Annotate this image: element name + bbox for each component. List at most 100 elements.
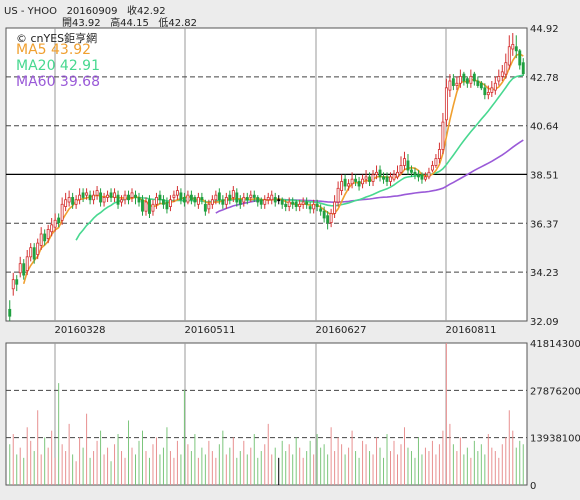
candle-body <box>486 92 490 96</box>
candle-body <box>158 194 162 201</box>
candle-body <box>319 208 323 212</box>
candle-body <box>43 233 47 242</box>
volume-tick-label: 27876200 <box>530 386 580 397</box>
y-tick-label: 40.64 <box>530 122 559 133</box>
candle-body <box>497 76 501 82</box>
candle-body <box>333 201 337 214</box>
candle-body <box>235 192 239 203</box>
candle-body <box>123 194 127 201</box>
candle-body <box>39 233 43 246</box>
candle-body <box>109 192 113 198</box>
candle-body <box>120 199 123 203</box>
y-tick-label: 42.78 <box>530 73 559 84</box>
candle-body <box>245 197 249 201</box>
candle-body <box>417 174 420 178</box>
candle-body <box>420 174 424 180</box>
candle-body <box>92 194 96 201</box>
candle-body <box>483 87 487 96</box>
candle-body <box>127 194 130 201</box>
candle-body <box>60 203 64 221</box>
candle-body <box>371 174 375 182</box>
candle-body <box>357 181 361 187</box>
candle-body <box>224 197 228 205</box>
candle-body <box>221 199 225 205</box>
candle-body <box>11 279 15 290</box>
candle-body <box>375 171 378 176</box>
candle-body <box>50 224 54 233</box>
candle-body <box>22 263 26 276</box>
candle-body <box>413 171 417 176</box>
candle-body <box>74 199 78 205</box>
candle-body <box>217 192 221 201</box>
candle-body <box>175 190 179 196</box>
candle-body <box>312 203 316 210</box>
candle-body <box>64 199 68 207</box>
candle-body <box>500 71 504 77</box>
ticker-label: US - YHOO 20160909 收42.92 <box>4 6 166 17</box>
candle-body <box>322 210 326 219</box>
candle-body <box>113 192 116 198</box>
candle-body <box>469 76 473 84</box>
candle-body <box>423 176 427 180</box>
candle-body <box>476 80 480 86</box>
candle-body <box>116 194 120 205</box>
candle-body <box>340 181 344 192</box>
candle-body <box>294 201 298 207</box>
candle-body <box>336 187 340 203</box>
candle-body <box>284 203 288 207</box>
candle-body <box>102 197 106 203</box>
candle-body <box>196 197 200 205</box>
candle-body <box>434 158 438 166</box>
candle-body <box>389 176 392 182</box>
candle-body <box>144 201 148 212</box>
candle-body <box>182 197 186 203</box>
x-tick-label: 20160328 <box>55 325 106 336</box>
candle-body <box>172 194 176 198</box>
candle-body <box>203 203 207 212</box>
candle-body <box>88 194 92 201</box>
candle-body <box>162 199 165 205</box>
y-tick-label: 32.09 <box>530 317 559 328</box>
candle-body <box>451 78 455 86</box>
candle-body <box>490 87 494 93</box>
candle-body <box>168 199 172 207</box>
candle-body <box>266 197 270 201</box>
candle-body <box>518 50 522 66</box>
candle-body <box>249 194 253 198</box>
candle-body <box>231 190 235 198</box>
candle-body <box>134 194 137 198</box>
candle-body <box>95 190 99 196</box>
candle-body <box>410 169 413 173</box>
candle-body <box>326 215 330 223</box>
candle-body <box>214 194 218 201</box>
candle-body <box>141 199 144 212</box>
candle-body <box>396 171 399 178</box>
y-tick-label: 44.92 <box>530 24 559 35</box>
candle-body <box>392 174 396 180</box>
candle-body <box>350 178 354 185</box>
y-tick-label: 38.51 <box>530 170 559 181</box>
candle-body <box>165 201 169 210</box>
candle-body <box>430 165 434 171</box>
candle-body <box>301 201 305 205</box>
candle-body <box>378 169 382 178</box>
candle-body <box>186 194 190 203</box>
candle-body <box>8 308 12 317</box>
candle-body <box>67 197 71 203</box>
candle-body <box>106 194 110 198</box>
candle-body <box>514 46 518 52</box>
candle-body <box>137 197 141 203</box>
candle-body <box>472 73 476 82</box>
candle-body <box>455 82 459 86</box>
candle-body <box>85 192 89 196</box>
candle-body <box>179 192 183 201</box>
y-tick-label: 34.23 <box>530 268 559 279</box>
ohl-label: 開43.92 高44.15 低42.82 <box>62 18 198 29</box>
ma20-label: MA20 42.91 <box>16 58 100 74</box>
candle-body <box>71 197 75 205</box>
brand-watermark: © cnYES鉅亨網 <box>16 32 98 45</box>
candle-body <box>151 203 155 212</box>
candle-body <box>403 158 406 166</box>
candle-body <box>385 176 389 182</box>
